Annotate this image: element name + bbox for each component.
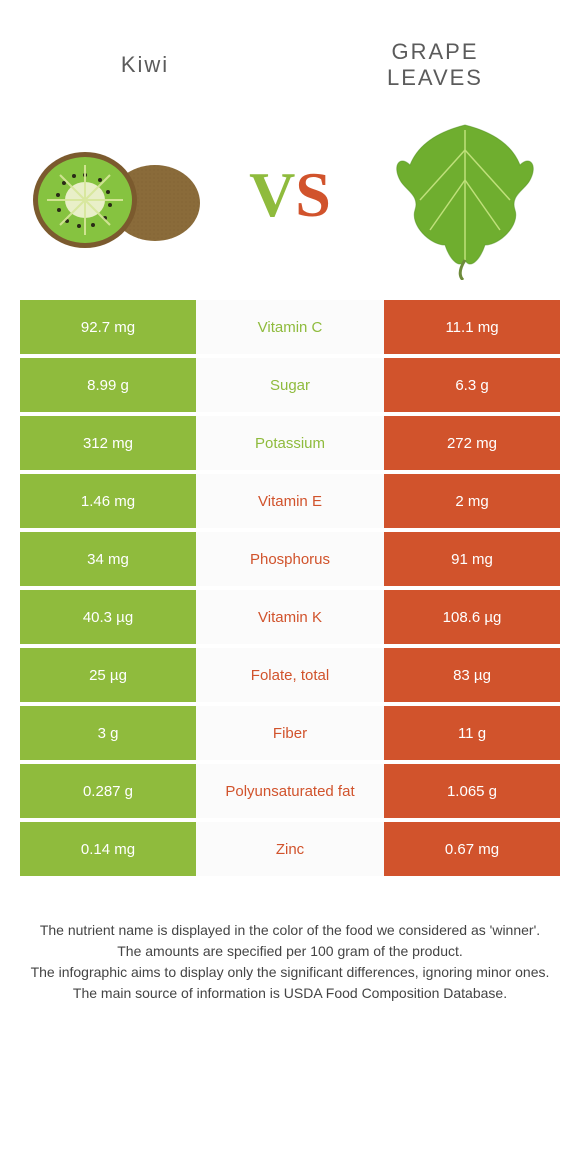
right-value: 83 µg [384,648,560,702]
footer-line: The infographic aims to display only the… [30,962,550,983]
nutrient-row: 0.287 gPolyunsaturated fat1.065 g [20,764,560,818]
right-value: 1.065 g [384,764,560,818]
footer-line: The nutrient name is displayed in the co… [30,920,550,941]
left-value: 40.3 µg [20,590,196,644]
nutrient-row: 312 mgPotassium272 mg [20,416,560,470]
nutrient-row: 1.46 mgVitamin E2 mg [20,474,560,528]
nutrient-table: 92.7 mgVitamin C11.1 mg8.99 gSugar6.3 g3… [0,300,580,876]
nutrient-row: 3 gFiber11 g [20,706,560,760]
right-value: 91 mg [384,532,560,586]
left-value: 3 g [20,706,196,760]
left-value: 0.287 g [20,764,196,818]
vs-s: S [295,158,331,232]
footer-line: The main source of information is USDA F… [30,983,550,1004]
nutrient-label: Polyunsaturated fat [196,764,384,818]
nutrient-row: 40.3 µgVitamin K108.6 µg [20,590,560,644]
nutrient-row: 8.99 gSugar6.3 g [20,358,560,412]
right-value: 108.6 µg [384,590,560,644]
nutrient-label: Folate, total [196,648,384,702]
nutrient-row: 0.14 mgZinc0.67 mg [20,822,560,876]
leaf-icon [390,110,540,280]
nutrient-label: Potassium [196,416,384,470]
nutrient-label: Vitamin C [196,300,384,354]
vs-v: V [249,158,295,232]
nutrient-label: Sugar [196,358,384,412]
right-value: 6.3 g [384,358,560,412]
nutrient-row: 92.7 mgVitamin C11.1 mg [20,300,560,354]
vs-row: VS [0,100,580,300]
right-value: 11.1 mg [384,300,560,354]
left-value: 312 mg [20,416,196,470]
kiwi-icon [25,125,205,265]
header-left: Kiwi [0,52,290,78]
kiwi-image [20,125,210,265]
left-value: 8.99 g [20,358,196,412]
left-value: 0.14 mg [20,822,196,876]
nutrient-row: 25 µgFolate, total83 µg [20,648,560,702]
nutrient-label: Phosphorus [196,532,384,586]
grape-leaf-image [370,110,560,280]
nutrient-label: Zinc [196,822,384,876]
footer-line: The amounts are specified per 100 gram o… [30,941,550,962]
right-value: 2 mg [384,474,560,528]
left-value: 92.7 mg [20,300,196,354]
left-value: 25 µg [20,648,196,702]
header-right: GRAPE LEAVES [290,39,580,92]
vs-label: VS [249,158,331,232]
nutrient-row: 34 mgPhosphorus91 mg [20,532,560,586]
nutrient-label: Vitamin E [196,474,384,528]
right-value: 11 g [384,706,560,760]
footer-notes: The nutrient name is displayed in the co… [0,880,580,1004]
nutrient-label: Fiber [196,706,384,760]
left-value: 34 mg [20,532,196,586]
left-value: 1.46 mg [20,474,196,528]
right-value: 0.67 mg [384,822,560,876]
header: Kiwi GRAPE LEAVES [0,0,580,100]
right-value: 272 mg [384,416,560,470]
nutrient-label: Vitamin K [196,590,384,644]
